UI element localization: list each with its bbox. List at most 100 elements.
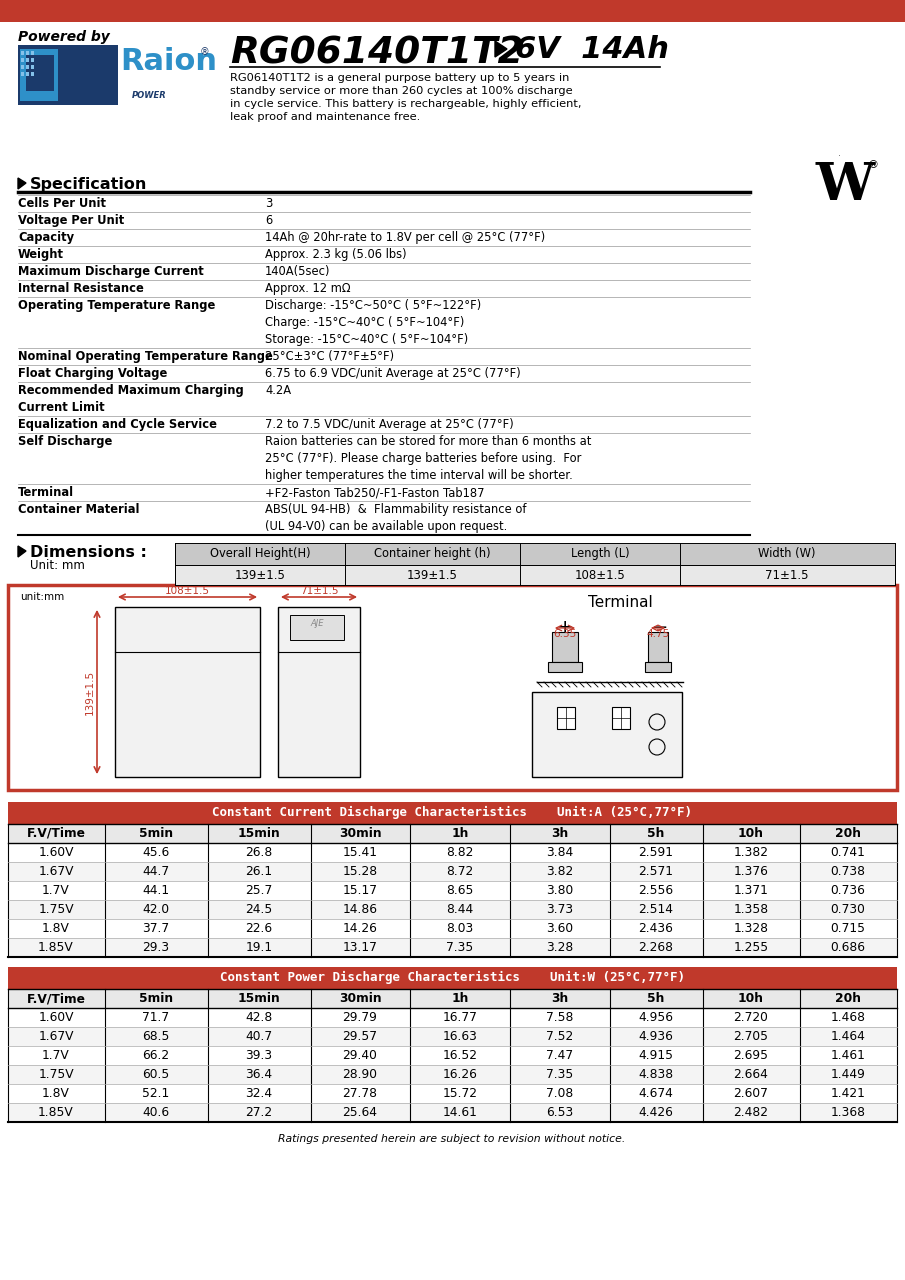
- Text: +F2-Faston Tab250/-F1-Faston Tab187: +F2-Faston Tab250/-F1-Faston Tab187: [265, 486, 484, 499]
- Text: Internal Resistance: Internal Resistance: [18, 282, 144, 294]
- Polygon shape: [18, 547, 26, 557]
- Text: 44.1: 44.1: [142, 884, 169, 897]
- Text: 4.838: 4.838: [638, 1068, 673, 1082]
- Text: 3h: 3h: [551, 827, 568, 840]
- Text: 1.376: 1.376: [734, 865, 768, 878]
- Text: 4.936: 4.936: [639, 1030, 673, 1043]
- Text: ®: ®: [867, 160, 878, 170]
- Text: Self Discharge: Self Discharge: [18, 435, 112, 448]
- Text: 16.26: 16.26: [443, 1068, 478, 1082]
- Text: 8.72: 8.72: [446, 865, 473, 878]
- Bar: [8, 585, 897, 790]
- Bar: [8, 966, 897, 989]
- Text: 36.4: 36.4: [245, 1068, 272, 1082]
- Text: 1.60V: 1.60V: [38, 846, 73, 859]
- Text: 15min: 15min: [238, 992, 281, 1005]
- Text: +: +: [557, 618, 573, 637]
- Text: 71±1.5: 71±1.5: [300, 586, 338, 596]
- Text: Constant Power Discharge Characteristics    Unit:W (25°C,77°F): Constant Power Discharge Characteristics…: [220, 972, 684, 984]
- Text: 1.67V: 1.67V: [38, 1030, 73, 1043]
- Text: 15min: 15min: [238, 827, 281, 840]
- Text: 66.2: 66.2: [142, 1050, 169, 1062]
- Bar: [557, 707, 575, 730]
- Text: 27.78: 27.78: [342, 1087, 377, 1100]
- Text: Operating Temperature Range: Operating Temperature Range: [18, 300, 215, 312]
- Bar: [26, 58, 29, 61]
- Text: 1.371: 1.371: [734, 884, 768, 897]
- Text: 8.03: 8.03: [446, 922, 473, 934]
- Bar: [115, 607, 260, 777]
- Text: 10h: 10h: [738, 827, 764, 840]
- Text: Raion batteries can be stored for more than 6 months at
25°C (77°F). Please char: Raion batteries can be stored for more t…: [265, 435, 591, 483]
- Bar: [8, 1046, 897, 1065]
- Text: −: −: [652, 618, 668, 637]
- Text: 2.556: 2.556: [638, 884, 673, 897]
- Bar: [8, 861, 897, 881]
- Text: 3.82: 3.82: [547, 865, 574, 878]
- Text: 1.85V: 1.85V: [38, 1106, 74, 1119]
- Text: 2.591: 2.591: [639, 846, 673, 859]
- Text: 32.4: 32.4: [245, 1087, 272, 1100]
- Text: 5min: 5min: [139, 827, 173, 840]
- Text: F.V/Time: F.V/Time: [26, 992, 85, 1005]
- Text: 3: 3: [265, 197, 272, 210]
- Text: 8.65: 8.65: [446, 884, 473, 897]
- Text: unit:mm: unit:mm: [20, 591, 64, 602]
- Polygon shape: [495, 41, 507, 58]
- Text: W: W: [815, 160, 874, 211]
- Text: 14.26: 14.26: [343, 922, 377, 934]
- Text: 0.741: 0.741: [831, 846, 865, 859]
- Bar: [175, 564, 895, 585]
- Text: 6.35: 6.35: [553, 628, 576, 639]
- Text: 15.28: 15.28: [342, 865, 377, 878]
- Text: 1.7V: 1.7V: [43, 1050, 70, 1062]
- Text: leak proof and maintenance free.: leak proof and maintenance free.: [230, 111, 420, 122]
- Text: standby service or more than 260 cycles at 100% discharge: standby service or more than 260 cycles …: [230, 86, 573, 96]
- Text: 29.57: 29.57: [342, 1030, 377, 1043]
- Text: AJE: AJE: [310, 620, 324, 628]
- Text: Length (L): Length (L): [571, 547, 629, 561]
- Text: ®: ®: [200, 47, 210, 58]
- Text: 45.6: 45.6: [142, 846, 169, 859]
- Text: 7.47: 7.47: [547, 1050, 574, 1062]
- Text: 42.0: 42.0: [142, 902, 169, 916]
- Text: 1.75V: 1.75V: [38, 902, 74, 916]
- Text: 5min: 5min: [139, 992, 173, 1005]
- Text: Raion: Raion: [120, 47, 217, 76]
- Text: 1.60V: 1.60V: [38, 1011, 73, 1024]
- Text: 24.5: 24.5: [245, 902, 272, 916]
- Bar: [26, 51, 29, 55]
- Text: Ratings presented herein are subject to revision without notice.: Ratings presented herein are subject to …: [279, 1134, 625, 1144]
- Text: 25.7: 25.7: [245, 884, 272, 897]
- Bar: [175, 543, 895, 564]
- Text: 29.79: 29.79: [343, 1011, 377, 1024]
- Bar: [31, 65, 34, 69]
- Text: 71±1.5: 71±1.5: [766, 570, 809, 582]
- Text: 1h: 1h: [452, 827, 469, 840]
- Text: 6.75 to 6.9 VDC/unit Average at 25°C (77°F): 6.75 to 6.9 VDC/unit Average at 25°C (77…: [265, 367, 520, 380]
- Text: 19.1: 19.1: [245, 941, 272, 954]
- Text: 1.7V: 1.7V: [43, 884, 70, 897]
- Text: 27.2: 27.2: [245, 1106, 272, 1119]
- Text: 15.41: 15.41: [342, 846, 377, 859]
- Text: 29.40: 29.40: [343, 1050, 377, 1062]
- Text: RG06140T1T2: RG06140T1T2: [230, 35, 524, 70]
- Text: Discharge: -15°C~50°C ( 5°F~122°F)
Charge: -15°C~40°C ( 5°F~104°F)
Storage: -15°: Discharge: -15°C~50°C ( 5°F~122°F) Charg…: [265, 300, 481, 346]
- Text: 30min: 30min: [338, 827, 381, 840]
- Text: POWER: POWER: [132, 91, 167, 100]
- Text: 14.86: 14.86: [342, 902, 377, 916]
- Text: 4.426: 4.426: [639, 1106, 673, 1119]
- Text: Constant Current Discharge Characteristics    Unit:A (25°C,77°F): Constant Current Discharge Characteristi…: [212, 806, 692, 819]
- Text: 1h: 1h: [452, 992, 469, 1005]
- Text: 15.17: 15.17: [342, 884, 377, 897]
- Bar: [532, 692, 682, 777]
- Bar: [645, 662, 671, 672]
- Text: 3.28: 3.28: [547, 941, 574, 954]
- Text: 2.514: 2.514: [639, 902, 673, 916]
- Bar: [290, 614, 344, 640]
- Text: 15.72: 15.72: [443, 1087, 478, 1100]
- Text: in cycle service. This battery is rechargeable, highly efficient,: in cycle service. This battery is rechar…: [230, 99, 582, 109]
- Bar: [21, 58, 24, 61]
- Text: Nominal Operating Temperature Range: Nominal Operating Temperature Range: [18, 349, 272, 364]
- Bar: [8, 938, 897, 957]
